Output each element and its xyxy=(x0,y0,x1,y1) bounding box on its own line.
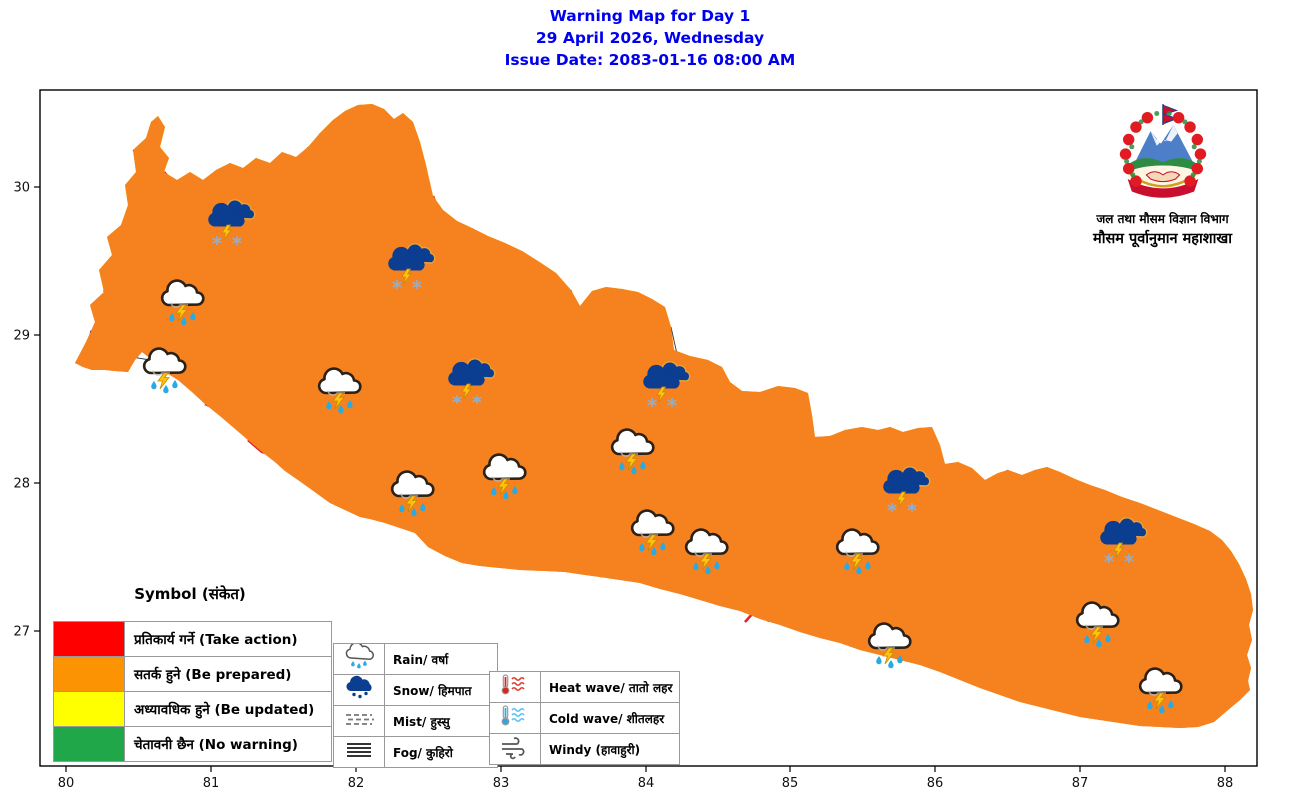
y-tick-label: 27 xyxy=(13,625,30,640)
windy-icon-cell xyxy=(489,733,541,765)
x-tick-label: 87 xyxy=(1072,776,1089,791)
x-tick-label: 84 xyxy=(638,776,655,791)
warning-label: अध्यावधिक हुने (Be updated) xyxy=(124,691,332,727)
cold-wave-icon-cell xyxy=(489,702,541,734)
symbol-label: Fog/ कुहिरो xyxy=(384,736,498,768)
warning-color-swatch xyxy=(53,656,125,692)
logo-caption-department: जल तथा मौसम विज्ञान विभाग xyxy=(1096,212,1229,226)
symbol-label: Cold wave/ शीतलहर xyxy=(540,702,680,734)
warning-legend-row-be-updated: अध्यावधिक हुने (Be updated) xyxy=(53,691,332,727)
symbol-legend-row-snow: Snow/ हिमपात xyxy=(333,674,498,706)
warning-legend-row-no-warning: चेतावनी छैन (No warning) xyxy=(53,726,332,762)
symbol-legend-precip: Rain/ वर्षा Snow/ हिमपात Mist/ हुस्सु Fo… xyxy=(333,642,498,768)
warning-legend-row-be-prepared: सतर्क हुने (Be prepared) xyxy=(53,656,332,692)
symbol-label: Snow/ हिमपात xyxy=(384,674,498,706)
y-tick-label: 30 xyxy=(13,181,30,196)
symbol-label: Heat wave/ तातो लहर xyxy=(540,671,680,703)
x-tick-label: 82 xyxy=(348,776,365,791)
dhm-emblem-icon xyxy=(1119,104,1206,198)
title-line-2: 29 April 2026, Wednesday xyxy=(535,29,765,47)
title-line-3: Issue Date: 2083-01-16 08:00 AM xyxy=(504,51,796,69)
x-tick-label: 83 xyxy=(493,776,510,791)
symbol-legend-row-heat-wave: Heat wave/ तातो लहर xyxy=(489,671,680,703)
warning-label: सतर्क हुने (Be prepared) xyxy=(124,656,332,692)
y-tick-label: 29 xyxy=(13,329,30,344)
fog-icon-cell xyxy=(333,736,385,768)
mist-icon-cell xyxy=(333,705,385,737)
map-title: Warning Map for Day 1 29 April 2026, Wed… xyxy=(0,5,1300,71)
mist-icon xyxy=(346,714,374,725)
rain-icon-cell xyxy=(333,642,385,675)
fog-icon xyxy=(347,743,371,757)
logo-caption-division: मौसम पूर्वानुमान महाशाखा xyxy=(1093,231,1232,247)
heat-wave-icon-cell xyxy=(489,671,541,703)
symbol-legend-waves: Heat wave/ तातो लहर Cold wave/ शीतलहर Wi… xyxy=(489,671,680,765)
y-tick-label: 28 xyxy=(13,477,30,492)
symbol-label: Rain/ वर्षा xyxy=(384,643,498,675)
symbol-label: Windy (हावाहुरी) xyxy=(540,733,680,765)
warning-label: प्रतिकार्य गर्ने (Take action) xyxy=(124,621,332,657)
symbol-label: Mist/ हुस्सु xyxy=(384,705,498,737)
warning-label: चेतावनी छैन (No warning) xyxy=(124,726,332,762)
x-tick-label: 80 xyxy=(58,776,75,791)
symbol-legend-row-fog: Fog/ कुहिरो xyxy=(333,736,498,768)
warning-legend-row-take-action: प्रतिकार्य गर्ने (Take action) xyxy=(53,621,332,657)
symbol-legend-row-windy: Windy (हावाहुरी) xyxy=(489,733,680,765)
x-tick-label: 86 xyxy=(927,776,944,791)
warning-color-swatch xyxy=(53,621,125,657)
warning-color-swatch xyxy=(53,726,125,762)
snow-icon xyxy=(346,675,372,699)
windy-icon xyxy=(502,737,525,760)
legend-title: Symbol (संकेत) xyxy=(134,585,246,603)
warning-level-legend: प्रतिकार्य गर्ने (Take action) सतर्क हुने… xyxy=(53,621,332,762)
cold-wave-icon xyxy=(501,705,525,726)
title-line-1: Warning Map for Day 1 xyxy=(549,7,751,25)
heat-wave-icon xyxy=(501,674,525,695)
symbol-legend-row-mist: Mist/ हुस्सु xyxy=(333,705,498,737)
snow-icon-cell xyxy=(333,674,385,706)
x-tick-label: 85 xyxy=(782,776,799,791)
warning-color-swatch xyxy=(53,691,125,727)
rain-icon xyxy=(345,642,374,669)
x-tick-label: 88 xyxy=(1217,776,1234,791)
dhm-logo-block: जल तथा मौसम विज्ञान विभाग मौसम पूर्वानुम… xyxy=(1075,100,1250,248)
x-tick-label: 81 xyxy=(203,776,220,791)
axes: 80 81 82 83 84 85 86 87 88 30 29 28 27 xyxy=(13,181,1233,792)
symbol-legend-row-cold-wave: Cold wave/ शीतलहर xyxy=(489,702,680,734)
symbol-legend-row-rain: Rain/ वर्षा xyxy=(333,642,498,675)
